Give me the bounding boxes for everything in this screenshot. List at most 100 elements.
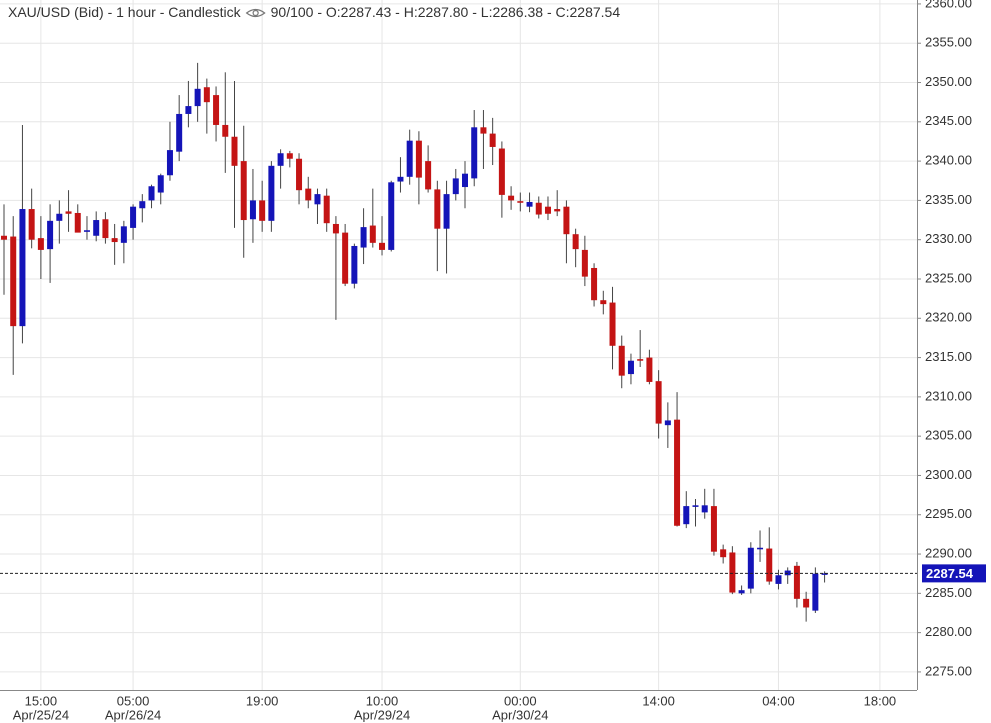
candle-body	[452, 178, 459, 195]
y-tick-label: 2355.00	[925, 35, 972, 50]
x-tick-label: 00:00	[504, 693, 537, 708]
y-tick-label: 2320.00	[925, 310, 972, 325]
candle-body	[240, 161, 247, 221]
candle-body	[222, 124, 229, 137]
x-tick-label: 18:00	[864, 693, 897, 708]
candle-body	[812, 573, 819, 611]
candle-body	[821, 573, 828, 575]
candle-body	[388, 182, 395, 250]
candle-body	[342, 232, 349, 284]
candle-body	[406, 140, 413, 177]
candle-body	[102, 219, 109, 239]
y-tick-label: 2305.00	[925, 428, 972, 443]
candle-body	[111, 238, 118, 243]
candle-body	[498, 148, 505, 195]
y-tick-label: 2340.00	[925, 153, 972, 168]
candle-body	[83, 230, 90, 232]
x-date-label: Apr/26/24	[105, 707, 161, 722]
candle-body	[535, 202, 542, 215]
candle-body	[10, 236, 17, 327]
candle-body	[517, 201, 524, 203]
candle-body	[268, 165, 275, 221]
candle-body	[655, 381, 662, 424]
candle-body	[369, 225, 376, 243]
x-tick-label: 14:00	[642, 693, 675, 708]
candle-body	[508, 195, 515, 201]
x-date-label: Apr/25/24	[13, 707, 69, 722]
chart-title: XAU/USD (Bid) - 1 hour - Candlestick 90/1…	[8, 4, 620, 20]
candle-body	[56, 213, 63, 221]
candle-body	[554, 209, 561, 212]
candle-body	[213, 95, 220, 125]
candle-body	[1, 235, 7, 240]
y-tick-label: 2300.00	[925, 467, 972, 482]
y-tick-label: 2330.00	[925, 231, 972, 246]
candle-body	[489, 133, 496, 147]
candle-body	[572, 234, 579, 250]
y-tick-label: 2360.00	[925, 0, 972, 10]
candle-body	[757, 547, 764, 550]
candle-body	[47, 220, 54, 250]
y-tick-label: 2280.00	[925, 624, 972, 639]
candle-body	[259, 200, 266, 221]
candle-body	[74, 212, 81, 233]
candle-body	[664, 420, 671, 426]
candle-body	[434, 189, 441, 229]
candle-body	[296, 158, 303, 191]
candle-body	[157, 175, 164, 193]
candle-body	[462, 173, 468, 188]
candle-body	[674, 419, 681, 526]
y-tick-label: 2275.00	[925, 663, 972, 678]
candle-body	[231, 136, 238, 166]
candle-body	[139, 201, 146, 209]
eye-icon	[245, 8, 266, 18]
candle-body	[793, 565, 800, 599]
candle-body	[148, 186, 155, 201]
candle-body	[176, 113, 183, 152]
x-tick-label: 19:00	[246, 693, 279, 708]
candle-body	[683, 506, 690, 525]
x-tick-label: 05:00	[117, 693, 150, 708]
candle-body	[710, 506, 717, 552]
candles	[1, 62, 828, 622]
y-tick-label: 2285.00	[925, 585, 972, 600]
candle-body	[747, 547, 754, 589]
candle-body	[37, 238, 44, 250]
candle-body	[729, 552, 736, 593]
candle-body	[19, 209, 26, 327]
y-tick-label: 2310.00	[925, 388, 972, 403]
x-tick-label: 10:00	[366, 693, 399, 708]
y-tick-label: 2335.00	[925, 192, 972, 207]
candle-body	[332, 223, 339, 234]
candle-body	[249, 200, 256, 220]
candle-body	[286, 153, 293, 159]
candle-body	[305, 188, 312, 201]
candle-body	[425, 161, 432, 190]
last-price-label: 2287.54	[926, 566, 974, 581]
candle-body	[775, 575, 782, 584]
candle-body	[618, 345, 625, 376]
candle-body	[646, 357, 653, 382]
info: 90/100 - O:2287.43 - H:2287.80 - L:2286.…	[271, 4, 621, 20]
candle-body	[351, 245, 358, 284]
candle-body	[203, 87, 210, 103]
candle-body	[185, 106, 192, 114]
grid	[0, 0, 917, 690]
candle-body	[720, 549, 727, 558]
candle-body	[120, 226, 127, 243]
candle-body	[627, 360, 634, 375]
candle-body	[766, 548, 773, 582]
candle-body	[28, 209, 35, 240]
candle-body	[323, 195, 330, 224]
candle-body	[803, 598, 810, 608]
candle-body	[130, 206, 137, 228]
candle-body	[591, 267, 598, 301]
candle-body	[194, 88, 201, 107]
candle-body	[379, 242, 386, 250]
candle-body	[65, 211, 72, 214]
candle-body	[397, 176, 404, 182]
candle-body	[277, 153, 284, 166]
